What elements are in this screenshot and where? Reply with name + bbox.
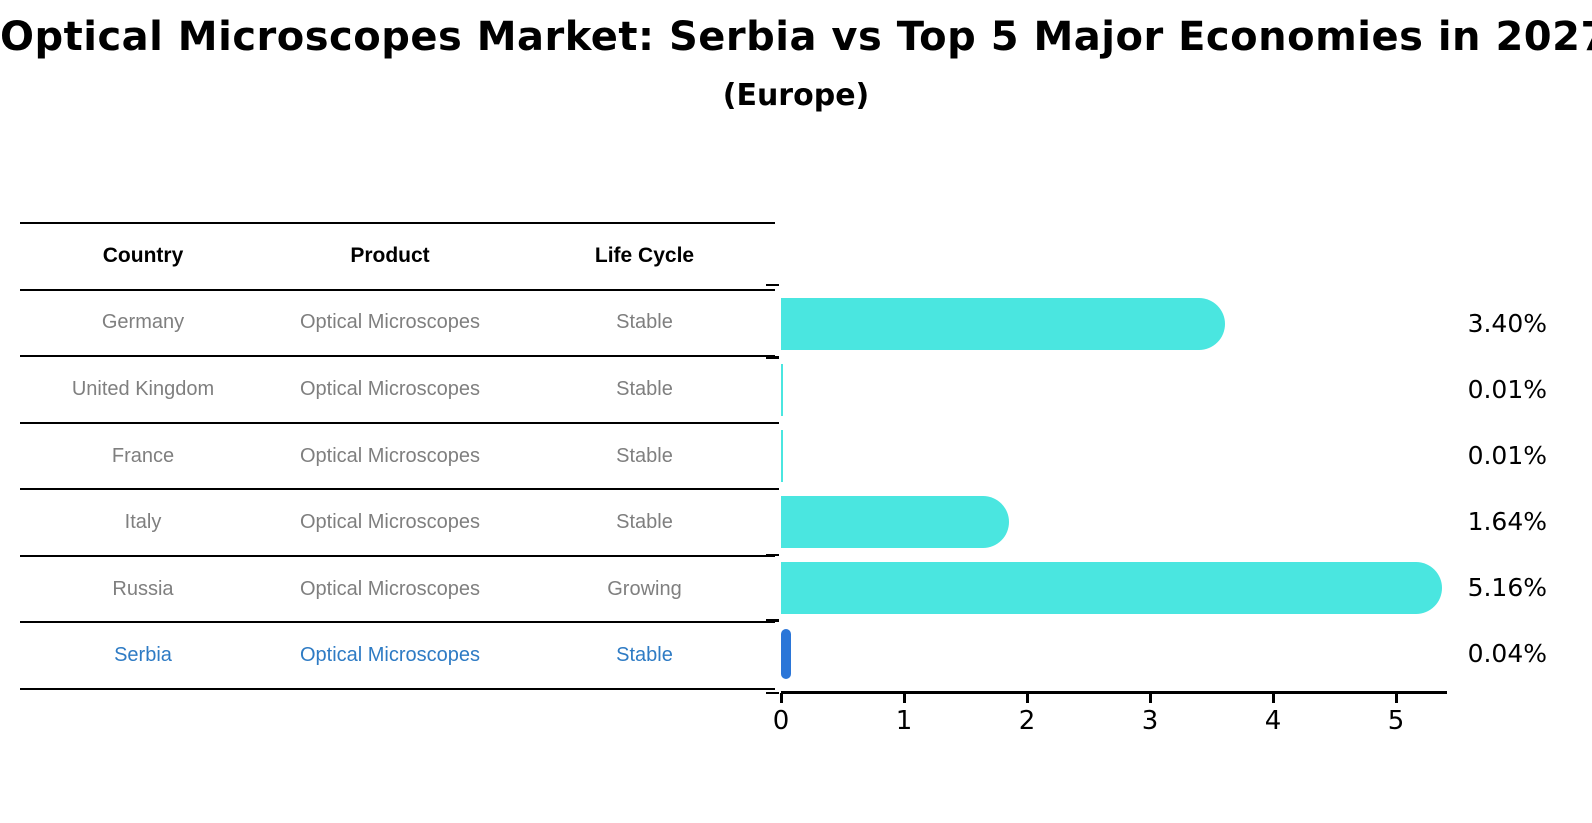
cell-life-cycle: Stable bbox=[616, 644, 673, 667]
header-cell-country: Country bbox=[102, 244, 184, 268]
x-axis-tick-label: 2 bbox=[1018, 706, 1036, 736]
x-axis-tick-label: 1 bbox=[895, 706, 913, 736]
x-axis-tick bbox=[1272, 693, 1275, 703]
table-row: Serbia Optical Microscopes Stable bbox=[20, 623, 775, 691]
chart-bar bbox=[781, 561, 1442, 614]
x-axis-tick bbox=[1149, 693, 1152, 703]
cell-product: Optical Microscopes bbox=[299, 444, 481, 467]
cell-country: France bbox=[111, 444, 175, 467]
table-row: Italy Optical Microscopes Stable bbox=[20, 490, 775, 557]
cell-life-cycle: Stable bbox=[616, 311, 673, 334]
y-axis-tick bbox=[766, 553, 779, 557]
y-axis-tick bbox=[766, 487, 779, 491]
table-row: United Kingdom Optical Microscopes Stable bbox=[20, 357, 775, 424]
cell-life-cycle: Stable bbox=[616, 444, 673, 467]
cell-country: United Kingdom bbox=[71, 377, 215, 400]
header-cell-product: Product bbox=[350, 244, 430, 268]
bar-value-label: 0.04% bbox=[1467, 638, 1547, 668]
cell-country: Serbia bbox=[114, 644, 172, 667]
x-axis-tick bbox=[780, 693, 783, 703]
bar-value-label: 3.40% bbox=[1467, 309, 1547, 339]
table-row: France Optical Microscopes Stable bbox=[20, 424, 775, 491]
bar-value-label: 5.16% bbox=[1467, 572, 1547, 602]
cell-product: Optical Microscopes bbox=[299, 511, 481, 534]
data-table: Country Product Life Cycle Germany Optica… bbox=[20, 222, 775, 691]
cell-life-cycle: Stable bbox=[616, 377, 673, 400]
y-axis-tick bbox=[766, 283, 779, 287]
x-axis-tick bbox=[903, 693, 906, 703]
cell-life-cycle: Growing bbox=[607, 577, 682, 600]
bar-value-label: 0.01% bbox=[1467, 375, 1547, 405]
cell-country: Russia bbox=[112, 577, 174, 600]
table-header-row: Country Product Life Cycle bbox=[20, 224, 775, 291]
x-axis-tick-label: 4 bbox=[1264, 706, 1282, 736]
y-axis-tick bbox=[766, 421, 779, 425]
table-row: Germany Optical Microscopes Stable bbox=[20, 291, 775, 358]
cell-product: Optical Microscopes bbox=[299, 377, 481, 400]
y-axis-tick bbox=[766, 356, 779, 359]
bar-chart: 0 1 2 3 4 5 bbox=[766, 283, 1447, 736]
chart-bar bbox=[781, 628, 791, 679]
chart-bar bbox=[781, 430, 783, 483]
bar-value-label: 0.01% bbox=[1467, 441, 1547, 471]
table-row: Russia Optical Microscopes Growing bbox=[20, 557, 775, 624]
x-axis-tick bbox=[1026, 693, 1029, 703]
cell-product: Optical Microscopes bbox=[299, 644, 481, 667]
y-axis-tick bbox=[766, 619, 779, 622]
chart-bar bbox=[781, 495, 1009, 548]
header-cell-life-cycle: Life Cycle bbox=[594, 244, 695, 268]
cell-country: Germany bbox=[101, 311, 185, 334]
cell-life-cycle: Stable bbox=[616, 511, 673, 534]
x-axis-tick-label: 5 bbox=[1387, 706, 1405, 736]
cell-product: Optical Microscopes bbox=[299, 311, 481, 334]
chart-bar bbox=[781, 364, 783, 417]
x-axis-tick-label: 0 bbox=[772, 706, 790, 736]
chart-bar bbox=[781, 298, 1226, 351]
page-title: Optical Microscopes Market: Serbia vs To… bbox=[0, 14, 1592, 60]
x-axis-tick-label: 3 bbox=[1141, 706, 1159, 736]
x-axis-line bbox=[781, 691, 1447, 694]
y-axis-tick bbox=[766, 691, 779, 695]
page-subtitle: (Europe) bbox=[722, 78, 870, 113]
bar-value-label: 1.64% bbox=[1467, 506, 1547, 536]
x-axis-tick bbox=[1395, 693, 1398, 703]
cell-country: Italy bbox=[124, 511, 162, 534]
cell-product: Optical Microscopes bbox=[299, 577, 481, 600]
